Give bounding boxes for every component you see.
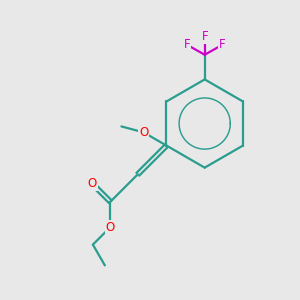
Text: F: F (184, 38, 190, 51)
Text: O: O (139, 126, 148, 139)
Text: F: F (201, 30, 208, 43)
Text: O: O (88, 177, 97, 190)
Text: O: O (106, 221, 115, 234)
Text: F: F (219, 38, 226, 51)
